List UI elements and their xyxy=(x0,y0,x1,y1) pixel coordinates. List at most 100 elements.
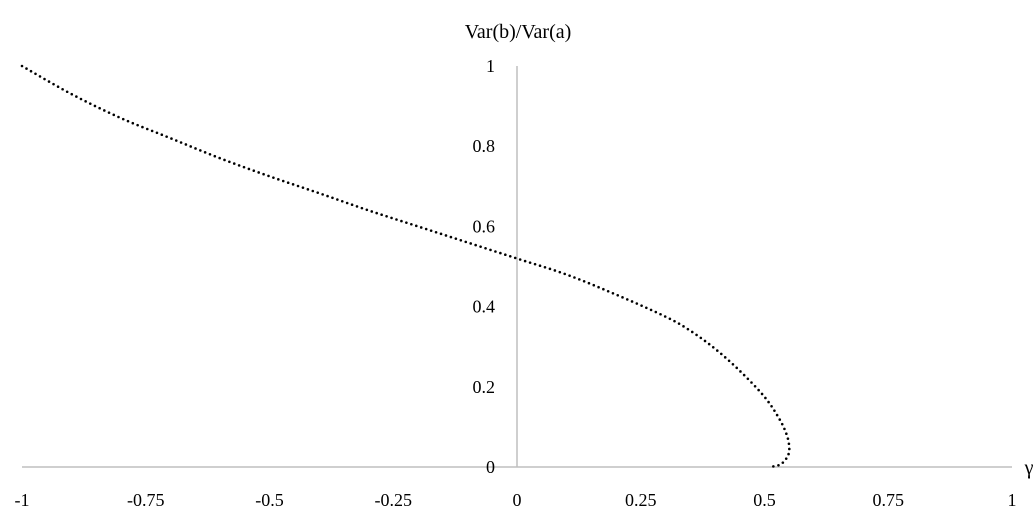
curve-dot xyxy=(523,259,527,263)
curve-dot xyxy=(98,106,101,110)
curve-dot xyxy=(350,203,354,207)
curve-dot xyxy=(773,409,776,412)
x-tick-label: -0.25 xyxy=(375,490,413,510)
curve-dot xyxy=(788,447,791,451)
curve-dot xyxy=(429,229,433,232)
curve-dot xyxy=(291,183,295,186)
x-tick-label: 0.25 xyxy=(625,490,657,510)
curve-dot xyxy=(400,219,403,223)
x-tick-labels: -1 -0.75 -0.5 -0.25 0 0.25 0.5 0.75 1 xyxy=(15,490,1017,510)
curve-dot xyxy=(155,131,159,135)
curve-dot xyxy=(770,405,773,408)
x-tick-label: 0 xyxy=(513,490,522,510)
curve-dot xyxy=(131,121,135,125)
curve-dot xyxy=(405,221,408,224)
y-tick-label: 0 xyxy=(486,457,495,477)
curve-dot xyxy=(395,218,398,221)
x-tick-label: 1 xyxy=(1008,490,1017,510)
curve-dot xyxy=(79,97,83,101)
curve-dot xyxy=(65,90,69,94)
curve-dot xyxy=(625,298,629,301)
curve-dot xyxy=(208,153,212,156)
curve-dot xyxy=(160,133,164,137)
curve-dot xyxy=(126,119,130,123)
curve-dot xyxy=(459,238,463,242)
curve-dot xyxy=(43,77,46,81)
curve-dot xyxy=(136,123,139,127)
y-tick-label: 1 xyxy=(486,56,495,76)
curve-dot xyxy=(257,171,260,174)
curve-dot xyxy=(778,418,782,421)
curve-dot xyxy=(326,194,329,198)
curve-dot xyxy=(592,283,596,287)
curve-dot xyxy=(345,201,349,205)
x-tick-label: 0.5 xyxy=(753,490,776,510)
curve-dot xyxy=(277,178,280,181)
curve-dot xyxy=(439,232,443,236)
curve-dot xyxy=(52,82,55,86)
curve-dot xyxy=(513,256,517,260)
curve-dot xyxy=(499,251,502,255)
curve-dot xyxy=(390,216,393,220)
y-tick-label: 0.8 xyxy=(473,136,496,156)
curve-dot xyxy=(616,294,620,297)
curve-dot xyxy=(668,317,672,321)
curve-dot xyxy=(237,164,241,167)
curve-dot xyxy=(587,281,591,285)
curve-dot xyxy=(61,87,64,91)
curve-dot xyxy=(553,269,557,272)
curve-dot xyxy=(772,465,775,468)
curve-dot xyxy=(145,127,149,131)
curve-dot xyxy=(677,322,681,325)
curve-dot xyxy=(508,254,512,258)
x-axis-title: γ xyxy=(1024,457,1034,479)
curve-dot xyxy=(558,270,562,274)
curve-dot xyxy=(179,141,183,144)
curve-dot xyxy=(70,92,74,96)
curve-dot xyxy=(659,312,662,316)
curve-dot xyxy=(380,213,383,216)
curve-dot xyxy=(582,279,586,283)
curve-dot xyxy=(336,198,339,201)
curve-dot xyxy=(365,208,369,212)
y-tick-labels: 0 0.2 0.4 0.6 0.8 1 xyxy=(473,56,496,477)
curve-dot xyxy=(20,64,24,68)
curve-dot xyxy=(184,143,188,146)
curve-dot xyxy=(141,125,144,129)
curve-dot xyxy=(707,342,711,346)
curve-dot xyxy=(695,333,698,337)
curve-dot xyxy=(194,147,197,150)
curve-dot xyxy=(370,210,374,213)
curve-dot xyxy=(474,243,477,247)
curve-dot xyxy=(775,413,779,417)
curve-dot xyxy=(311,189,315,193)
curve-dot xyxy=(787,452,790,456)
curve-dot xyxy=(780,422,784,426)
curve-dot xyxy=(340,199,344,203)
curve-dot xyxy=(494,250,497,253)
curve-dot xyxy=(316,191,320,194)
curve-dot xyxy=(242,165,246,169)
x-tick-label: -0.75 xyxy=(127,490,165,510)
curve-dot xyxy=(223,158,226,162)
curve-dot xyxy=(597,285,600,289)
curve-dot xyxy=(699,336,703,340)
curve-dot xyxy=(764,396,767,400)
curve-dot xyxy=(690,330,694,334)
curve-dot xyxy=(484,246,487,250)
curve-dot xyxy=(281,179,285,183)
curve-dot xyxy=(385,215,388,218)
curve-dot xyxy=(360,206,364,210)
curve-dot xyxy=(649,308,653,312)
curve-dot xyxy=(410,222,413,226)
curve-dot xyxy=(606,289,610,293)
curve-dot xyxy=(746,377,750,381)
curve-dot xyxy=(232,162,236,165)
curve-dot xyxy=(174,139,178,142)
curve-dot xyxy=(454,237,458,240)
curve-dot xyxy=(767,400,770,404)
curve-dot xyxy=(611,291,615,295)
curve-dot xyxy=(635,302,639,305)
curve-dot xyxy=(785,432,788,436)
